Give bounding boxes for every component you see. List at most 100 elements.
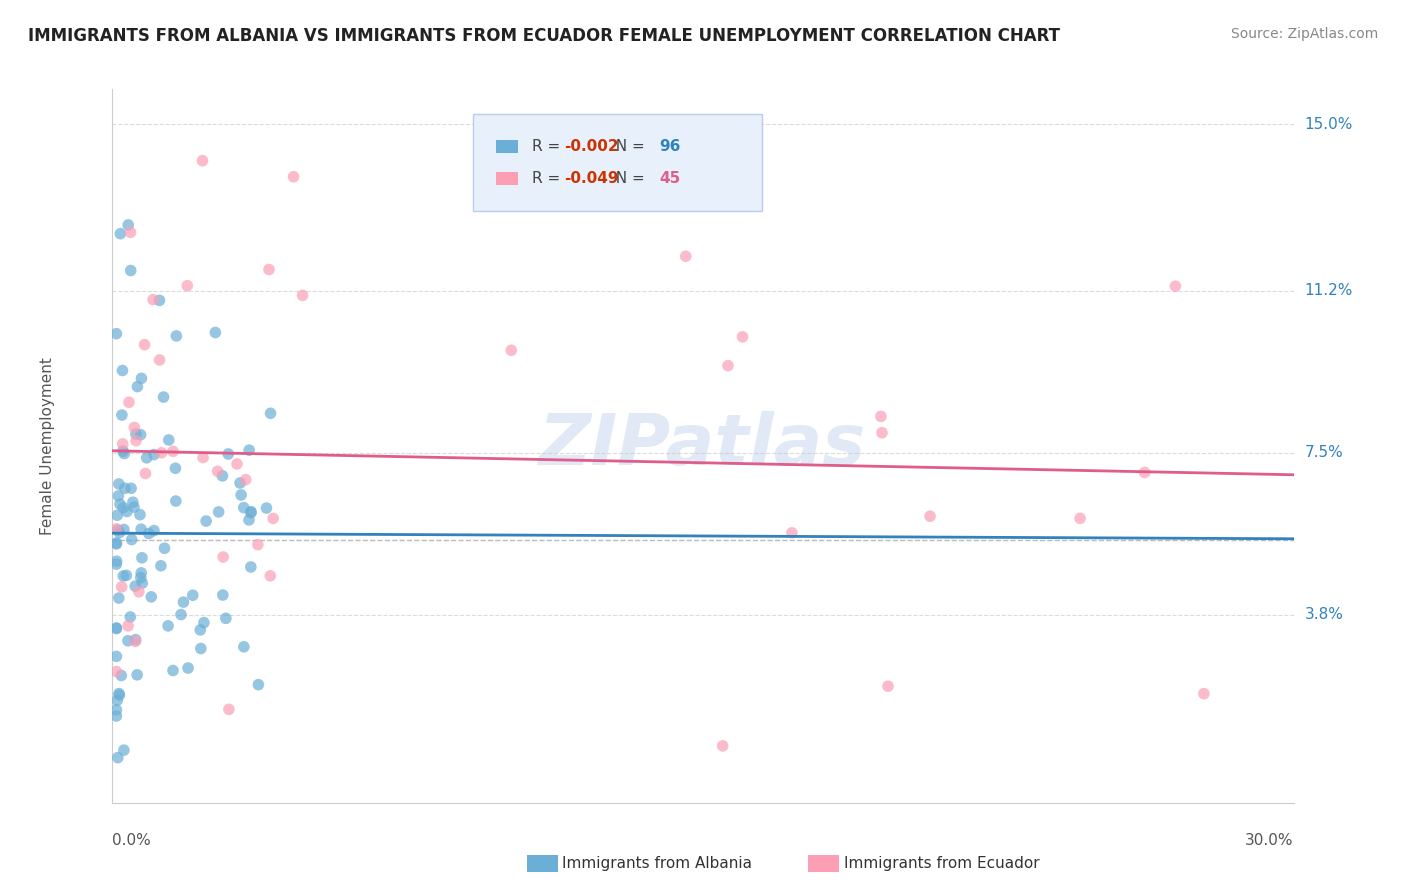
Point xyxy=(115,568,138,582)
Point xyxy=(204,326,226,340)
Point xyxy=(105,703,128,717)
Point xyxy=(107,750,129,764)
Point xyxy=(112,569,135,583)
FancyBboxPatch shape xyxy=(472,114,762,211)
Text: 7.5%: 7.5% xyxy=(1305,445,1343,460)
Point xyxy=(229,475,252,490)
Point xyxy=(129,427,152,442)
Point xyxy=(149,353,172,368)
Point xyxy=(124,634,146,648)
Point xyxy=(259,406,281,420)
Point xyxy=(142,524,165,538)
Point xyxy=(108,477,131,491)
Text: ZIPatlas: ZIPatlas xyxy=(540,411,866,481)
Point xyxy=(165,494,187,508)
Text: 15.0%: 15.0% xyxy=(1305,117,1353,132)
Point xyxy=(112,743,135,757)
Point xyxy=(125,427,148,442)
FancyBboxPatch shape xyxy=(496,140,517,153)
Point xyxy=(134,467,156,481)
Point xyxy=(256,501,278,516)
Point xyxy=(711,739,734,753)
Point xyxy=(105,693,128,707)
Point xyxy=(105,621,128,635)
Point xyxy=(120,225,142,239)
Point xyxy=(108,687,131,701)
Text: 96: 96 xyxy=(659,139,681,153)
Point xyxy=(1133,466,1156,480)
Text: -0.002: -0.002 xyxy=(564,139,619,153)
Point xyxy=(247,678,270,692)
Text: 45: 45 xyxy=(659,171,681,186)
Point xyxy=(212,549,235,564)
Point xyxy=(188,623,211,637)
Point xyxy=(152,390,174,404)
Point xyxy=(226,457,249,471)
Point xyxy=(105,665,128,679)
Point xyxy=(131,576,153,591)
Point xyxy=(211,469,233,483)
Point xyxy=(107,591,129,606)
Point xyxy=(232,640,254,654)
Point xyxy=(780,525,803,540)
Point xyxy=(246,538,269,552)
Text: Immigrants from Ecuador: Immigrants from Ecuador xyxy=(844,856,1039,871)
Point xyxy=(162,664,184,678)
Point xyxy=(105,557,128,571)
Point xyxy=(105,536,128,550)
Point xyxy=(208,505,231,519)
Point xyxy=(114,481,136,495)
Point xyxy=(111,363,134,377)
Point xyxy=(157,619,180,633)
Point xyxy=(291,288,314,302)
Point xyxy=(129,508,152,522)
Point xyxy=(215,611,238,625)
Point xyxy=(149,558,172,573)
Point xyxy=(717,359,740,373)
Point xyxy=(120,610,142,624)
Point xyxy=(134,337,156,351)
Point xyxy=(110,227,132,241)
Point xyxy=(120,263,142,277)
Point xyxy=(148,293,170,308)
Point xyxy=(141,590,163,604)
Point xyxy=(172,595,194,609)
Point xyxy=(240,505,263,519)
Point xyxy=(122,500,145,515)
Point xyxy=(157,433,180,447)
Point xyxy=(170,607,193,622)
Point xyxy=(108,688,131,702)
Point xyxy=(150,446,173,460)
Text: -0.049: -0.049 xyxy=(564,171,619,186)
Text: 0.0%: 0.0% xyxy=(112,833,152,848)
FancyBboxPatch shape xyxy=(496,172,517,185)
Point xyxy=(117,218,139,232)
Text: R =: R = xyxy=(531,171,565,186)
Point xyxy=(731,330,754,344)
Point xyxy=(111,580,134,594)
Point xyxy=(128,584,150,599)
Point xyxy=(105,622,128,636)
Point xyxy=(257,262,280,277)
Text: 30.0%: 30.0% xyxy=(1246,833,1294,848)
Point xyxy=(262,511,284,525)
Point xyxy=(105,326,128,341)
Point xyxy=(124,579,146,593)
Point xyxy=(153,541,176,556)
Text: IMMIGRANTS FROM ALBANIA VS IMMIGRANTS FROM ECUADOR FEMALE UNEMPLOYMENT CORRELATI: IMMIGRANTS FROM ALBANIA VS IMMIGRANTS FR… xyxy=(28,27,1060,45)
Point xyxy=(127,379,149,393)
Point xyxy=(918,509,941,524)
Point xyxy=(115,504,138,518)
Point xyxy=(217,447,239,461)
Point xyxy=(108,525,131,540)
Point xyxy=(283,169,305,184)
Point xyxy=(112,446,135,460)
Point xyxy=(112,500,135,515)
Point xyxy=(193,615,215,630)
Point xyxy=(138,526,160,541)
Point xyxy=(501,343,523,358)
Point xyxy=(124,420,146,434)
Text: 3.8%: 3.8% xyxy=(1305,607,1344,622)
Point xyxy=(229,488,252,502)
Point xyxy=(165,461,187,475)
